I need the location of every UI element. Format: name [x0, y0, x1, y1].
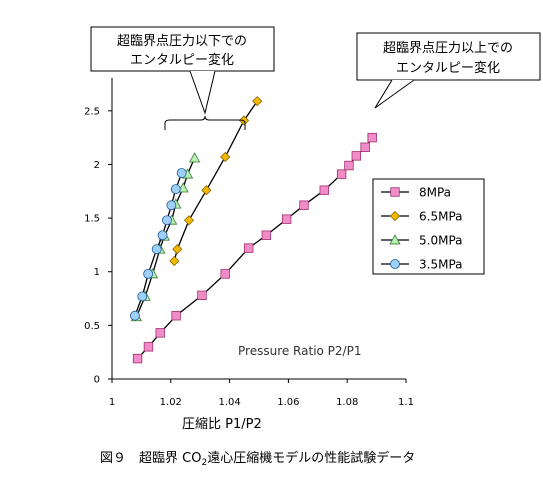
caption-prefix: 図９ 超臨界 CO: [100, 451, 201, 466]
data-point: [201, 185, 212, 196]
data-point: [188, 152, 201, 163]
data-point: [162, 215, 172, 226]
annotation-left-box: [90, 26, 275, 72]
data-point: [344, 160, 354, 171]
series-6.5MPa: [169, 96, 263, 267]
axes: [108, 78, 407, 383]
annotation-right-line-1: 超臨界点圧力以上での: [383, 41, 513, 56]
annotation-left-brace: [164, 115, 246, 130]
data-point: [155, 328, 165, 338]
y-tick-label: 0.5: [84, 321, 100, 332]
y-tick-label: 2: [94, 160, 100, 171]
legend-marker: [390, 259, 400, 269]
x-tick-label: 1.06: [277, 397, 299, 408]
data-point: [137, 291, 148, 302]
data-point: [132, 353, 143, 364]
y-tick-label: 1.5: [84, 214, 100, 225]
figure-caption: 図９ 超臨界 CO2遠心圧縮機モデルの性能試験データ: [100, 450, 415, 468]
legend: 8MPa 6.5MPa 5.0MPa 3.5MPa: [372, 178, 485, 275]
tick-labels: 0 0.5 1 1.5 2 2.5 1 1.02 1.04 1.06 1.08 1.1: [84, 106, 414, 408]
legend-entry-6.5MPa: 6.5MPa: [381, 210, 463, 224]
x-tick-label: 1.1: [398, 397, 414, 408]
annotation-right-line-2: エンタルピー変化: [396, 60, 500, 76]
legend-marker: [389, 234, 401, 245]
data-point: [157, 230, 168, 241]
y-tick-label: 1: [94, 267, 100, 278]
data-point: [151, 244, 162, 255]
data-point: [367, 132, 377, 143]
data-point: [166, 200, 177, 211]
data-point: [143, 268, 154, 279]
legend-entry-3.5MPa: 3.5MPa: [381, 258, 463, 272]
legend-label: 5.0MPa: [419, 234, 463, 248]
legend-entry-8MPa: 8MPa: [381, 186, 451, 200]
series-8MPa: [132, 132, 377, 364]
data-point: [360, 142, 370, 152]
data-point: [336, 169, 347, 179]
x-tick-label: 1.02: [160, 397, 182, 408]
data-point: [183, 215, 195, 226]
data-point: [252, 96, 263, 107]
data-point: [169, 255, 180, 267]
x-tick-label: 1.04: [218, 397, 240, 408]
annotation-right-pointer: [374, 79, 415, 109]
annotation-left-line-2: エンタルピー変化: [130, 52, 234, 68]
data-point: [220, 151, 231, 163]
data-point: [176, 168, 187, 178]
annotation-left: 超臨界点圧力以下での エンタルピー変化: [90, 26, 275, 130]
legend-entry-5.0MPa: 5.0MPa: [381, 234, 463, 248]
series-line: [135, 157, 196, 318]
legend-label: 6.5MPa: [419, 210, 463, 224]
annotation-right-box: [356, 32, 541, 81]
annotation-right: 超臨界点圧力以上での エンタルピー変化: [356, 32, 541, 109]
caption-subscript: 2: [201, 458, 207, 468]
y-tick-label: 2.5: [84, 106, 100, 117]
data-point: [130, 310, 140, 321]
series-line: [137, 137, 373, 360]
data-point: [261, 230, 272, 240]
legend-label: 3.5MPa: [419, 258, 463, 272]
x-tick-label: 1.08: [336, 397, 358, 408]
data-point: [171, 311, 181, 321]
data-point: [299, 200, 309, 210]
data-point: [172, 244, 183, 255]
data-point: [197, 290, 207, 301]
series-3.5MPa: [130, 168, 187, 321]
data-point: [220, 269, 230, 279]
data-point: [143, 342, 154, 352]
legend-label: 8MPa: [419, 186, 451, 200]
annotation-left-pointer: [189, 70, 216, 115]
annotation-left-line-1: 超臨界点圧力以下での: [117, 34, 247, 49]
data-point: [170, 184, 181, 195]
data-point: [351, 151, 362, 161]
legend-marker: [390, 187, 400, 197]
x-axis-title: 圧縮比 P1/P2: [182, 416, 262, 432]
inner-label: Pressure Ratio P2/P1: [238, 344, 361, 358]
y-tick-label: 0: [94, 375, 100, 386]
legend-marker: [389, 210, 401, 222]
caption-suffix: 遠心圧縮機モデルの性能試験データ: [207, 450, 415, 466]
data-point: [281, 214, 292, 224]
data-point: [244, 243, 254, 253]
series-layer: [130, 96, 377, 364]
data-point: [177, 182, 189, 193]
data-point: [319, 185, 329, 195]
x-tick-label: 1: [109, 397, 115, 408]
